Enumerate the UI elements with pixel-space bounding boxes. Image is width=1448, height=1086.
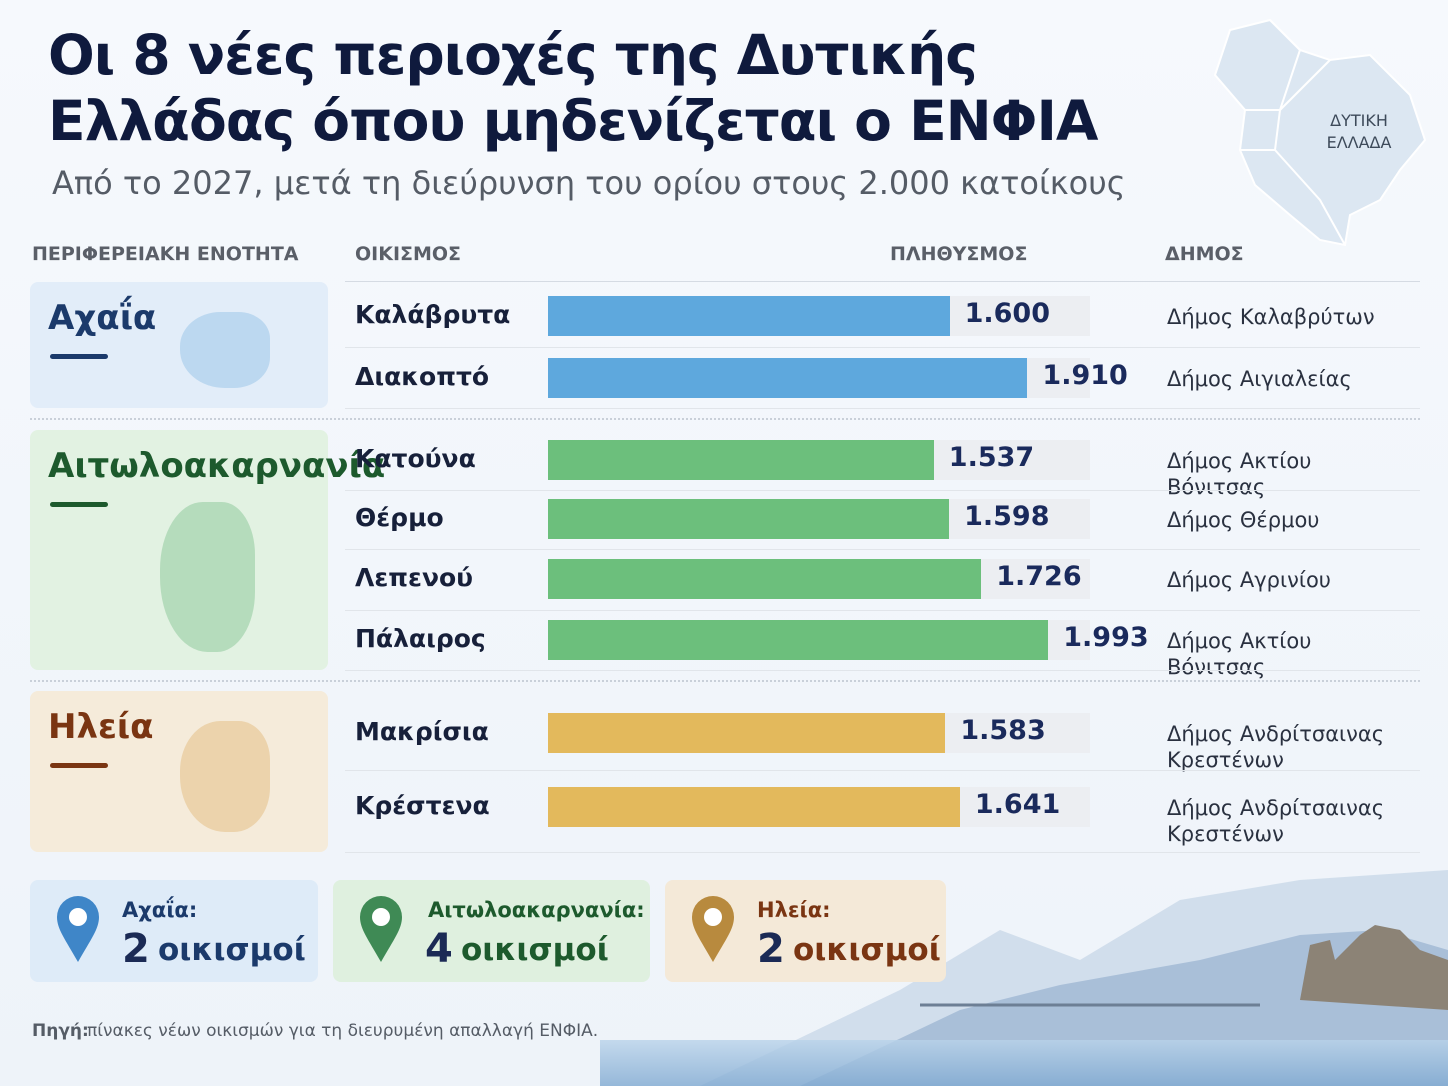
source: πίνακες νέων οικισμών για τη διευρυμένη … (87, 1021, 599, 1041)
summary-label: Αιτωλοακαρνανία: (428, 898, 645, 922)
bar (548, 440, 934, 480)
settlement: Πάλαιρος (355, 624, 486, 653)
group-name: Αχαΐα (48, 298, 157, 338)
value-label: 1.993 (1063, 622, 1149, 653)
bar (548, 499, 950, 539)
subtitle: Από το 2027, μετά τη διεύρυνση του ορίου… (52, 164, 1126, 202)
group-underline (50, 502, 108, 507)
settlement: Καλάβρυτα (355, 300, 511, 329)
summary-box: Ηλεία: 2 οικισμοί (665, 880, 946, 982)
row-rule (345, 770, 1420, 771)
map-borders (1240, 19, 1346, 246)
summary-unit: οικισμοί (461, 932, 609, 968)
pin-icon (358, 894, 404, 968)
summary-box: Αχαΐα: 2 οικισμοί (30, 880, 318, 982)
summary-unit: οικισμοί (158, 932, 306, 968)
value-label: 1.598 (964, 501, 1050, 532)
municipality: Δήμος Ανδρίτσαινας Κρεστένων (1167, 722, 1385, 772)
group-name: Αιτωλοακαρνανία (48, 446, 386, 486)
bar (548, 296, 950, 336)
pin (57, 896, 99, 962)
group-separator (30, 418, 1420, 420)
bar (548, 620, 1049, 660)
row-rule (345, 408, 1420, 409)
group-underline (50, 354, 108, 359)
title: Οι 8 νέες περιοχές της Δυτικής Ελλάδας ό… (48, 23, 1098, 153)
pin (692, 896, 734, 962)
column-header: ΟΙΚΙΣΜΟΣ (355, 243, 462, 265)
municipality: Δήμος Αιγιαλείας (1167, 367, 1352, 391)
value-label: 1.641 (974, 789, 1061, 820)
castle (1300, 925, 1448, 1010)
row-rule (345, 549, 1420, 550)
header-rule (345, 281, 1420, 282)
sea (600, 1040, 1448, 1086)
pin-icon (690, 894, 736, 968)
bar (548, 787, 960, 827)
settlement: Κατούνα (355, 444, 476, 473)
pin (360, 896, 402, 962)
summary-count: 2 (122, 926, 150, 972)
municipality: Δήμος Καλαβρύτων (1167, 305, 1375, 329)
value-label: 1.537 (948, 442, 1035, 473)
settlement: Λεπενού (355, 563, 474, 592)
summary-count: 2 (757, 926, 785, 972)
row-rule (345, 347, 1420, 348)
group-name: Ηλεία (48, 707, 154, 747)
municipality: Δήμος Αγρινίου (1167, 568, 1331, 592)
group-separator (30, 680, 1420, 682)
summary-box: Αιτωλοακαρνανία: 4 οικισμοί (333, 880, 650, 982)
row-rule (345, 609, 1420, 611)
value-label: 1.910 (1042, 360, 1128, 391)
municipality: Δήμος Ανδρίτσαινας Κρεστένων (1167, 796, 1385, 846)
bar (548, 559, 982, 599)
bar (548, 713, 946, 753)
summary-unit: οικισμοί (793, 932, 941, 968)
summary-count: 4 (425, 926, 453, 972)
municipality: Δήμος Ακτίου Βόνιτσας (1167, 629, 1312, 679)
settlement: Κρέστενα (355, 791, 490, 820)
pin-icon (55, 894, 101, 968)
group-map (160, 502, 255, 652)
row-rule (345, 852, 1420, 853)
map-label: ΔΥΤΙΚΗ ΕΛΛΑΔΑ (1326, 111, 1392, 152)
bar (548, 358, 1028, 398)
group-box (30, 282, 328, 408)
value-label: 1.583 (960, 715, 1046, 746)
value-label: 1.600 (964, 298, 1050, 329)
group-map (180, 721, 270, 832)
municipality: Δήμος Θέρμου (1167, 508, 1320, 532)
source-label: Πηγή: (32, 1021, 89, 1041)
settlement: Διακοπτό (355, 362, 490, 391)
summary-label: Αχαΐα: (122, 898, 198, 922)
summary-label: Ηλεία: (757, 898, 831, 922)
row-rule (345, 489, 1420, 491)
row-rule (345, 670, 1420, 671)
settlement: Μακρίσια (355, 717, 489, 746)
group-underline (50, 763, 108, 768)
group-map (180, 312, 270, 388)
column-header: ΔΗΜΟΣ (1165, 243, 1244, 265)
region-map (1213, 18, 1427, 247)
group-box (30, 691, 328, 852)
municipality: Δήμος Ακτίου Βόνιτσας (1167, 449, 1312, 499)
value-label: 1.726 (996, 561, 1082, 592)
column-header: ΠΕΡΙΦΕΡΕΙΑΚΗ ΕΝΟΤΗΤΑ (32, 243, 299, 265)
settlement: Θέρμο (355, 503, 444, 532)
column-header: ΠΛΗΘΥΣΜΟΣ (890, 243, 1028, 265)
